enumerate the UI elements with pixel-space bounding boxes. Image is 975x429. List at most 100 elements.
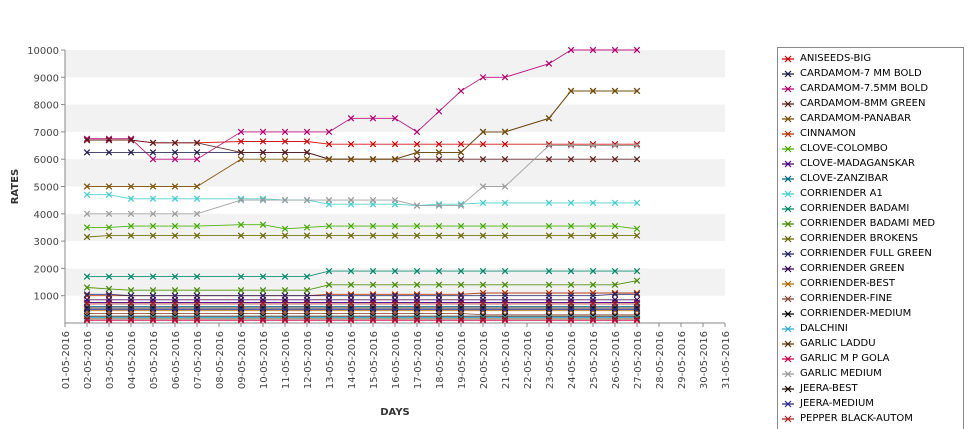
series-corriender-brokens-point [171,232,179,239]
legend-marker-icon [782,70,794,77]
series-garlic-laddu-point [259,315,267,323]
series-corriender-badami-point [281,273,289,280]
x-tick-label: 08-05-2016 [215,331,226,389]
legend-marker-icon [782,250,794,257]
series-clove-colombo-point [325,222,333,230]
x-tick-label: 18-05-2016 [435,331,446,389]
legend-item: CLOVE-ZANZIBAR [778,171,888,186]
series-corriender-badami-point [611,267,619,275]
legend-marker-icon [782,130,794,137]
series-pepper-black-autom-point [325,300,333,308]
series-jeera-medium-point [171,306,179,313]
series-garlic-laddu-point [325,315,333,323]
series-garlic-laddu-point [589,315,597,323]
series-aniseeds-big-point [347,140,355,148]
series-cardamom-8mm-green-point [127,136,135,144]
series-jeera-medium-point [127,306,135,313]
series-jeera-medium-point [83,306,91,313]
x-tick-label: 05-05-2016 [149,331,160,389]
series-cardamom-7-5mm-bold-point [303,128,311,136]
series-cardamom-8mm-green-point [193,139,201,147]
series-garlic-medium-point [457,202,465,209]
series-pepper-black-autom-point [171,300,179,308]
legend-label: JEERA-MEDIUM [800,398,874,409]
series-garlic-m-p-gola-point [457,317,465,324]
series-clove-colombo-point [237,221,245,228]
series-cardamom-panabar-point [369,155,377,163]
series-cardamom-panabar-point [391,155,399,163]
series-garlic-m-p-gola-point [171,317,179,324]
legend-marker-icon [782,115,794,122]
series-cardamom-panabar-point [611,87,619,95]
series-clove-colombo-point [171,222,179,230]
x-tick-label: 04-05-2016 [127,331,138,389]
series-cardamom-8mm-green-point [237,149,245,156]
legend-item: CORRIENDER-BEST [778,276,895,291]
x-tick-label: 31-05-2016 [721,331,732,389]
series-dalchini-point [391,314,399,321]
legend-label: CORRIENDER A1 [800,188,883,199]
series-cardamom-8mm-green-point [303,149,311,156]
series-garlic-m-p-gola-point [435,317,443,324]
x-tick-label: 28-05-2016 [655,331,666,389]
series-corriender-best-point [83,307,91,314]
series-garlic-medium-point [435,202,443,209]
series-aniseeds-big-point [633,140,641,148]
series-corriender-brokens-point [325,232,333,239]
series-cardamom-panabar-point [105,183,113,190]
series-cardamom-7-5mm-bold-point [545,60,553,67]
series-cardamom-7-5mm-bold-point [589,46,597,54]
x-tick-label: 26-05-2016 [611,331,622,389]
series-cardamom-7-5mm-bold-point [413,128,421,136]
series-corriender-badami-med-point [347,281,355,289]
series-garlic-laddu-point [127,315,135,323]
series-cardamom-panabar-point [589,87,597,95]
series-cardamom-panabar-point [281,155,289,163]
series-clove-colombo-point [391,222,399,230]
series-corriender-badami-point [413,267,421,275]
series-corriender-best-point [105,307,113,314]
x-tick-label: 02-05-2016 [83,331,94,389]
legend-item: ANISEEDS-BIG [778,51,871,66]
series-corriender-brokens-point [413,232,421,239]
legend-marker-icon [782,295,794,302]
series-dalchini-point [325,314,333,321]
series-jeera-medium-point [589,306,597,313]
series-jeera-medium-point [633,306,641,313]
series-jeera-medium-point [413,306,421,313]
series-garlic-medium-point [127,210,135,218]
series-cardamom-panabar-point [325,155,333,163]
series-cinnamon-point [347,291,355,298]
series-cardamom-8mm-green-point [501,155,509,163]
series-cardamom-panabar-point [127,183,135,190]
series-corriender-best-point [259,307,267,314]
series-dalchini-point [501,314,509,321]
series-pepper-black-autom-point [83,300,91,308]
legend-marker-icon [782,355,794,362]
series-corriender-best-point [127,307,135,314]
series-corriender-badami-point [105,273,113,280]
series-aniseeds-big-point [303,138,311,145]
series-garlic-laddu-point [633,315,641,323]
legend-label: GARLIC M P GOLA [800,353,890,364]
series-garlic-laddu-point [281,315,289,323]
series-cinnamon-point [457,291,465,298]
series-garlic-medium-point [391,196,399,204]
series-cardamom-7-5mm-bold-point [479,74,487,81]
series-cardamom-7-5mm-bold-point [325,128,333,136]
series-clove-colombo-point [457,222,465,230]
series-corriender-badami-point [501,267,509,275]
series-corriender-badami-med-point [105,285,113,293]
legend-marker-icon [782,235,794,242]
legend-item: CARDAMOM-7.5MM BOLD [778,81,928,96]
series-cinnamon-point [413,291,421,298]
series-cardamom-8mm-green-point [589,155,597,163]
series-cardamom-8mm-green-point [171,139,179,147]
series-cinnamon-point [633,289,641,297]
legend-item: CORRIENDER GREEN [778,261,904,276]
series-garlic-medium-point [83,210,91,218]
x-tick-label: 15-05-2016 [369,331,380,389]
series-cinnamon-point [501,289,509,297]
series-corriender-a1-point [633,199,641,207]
series-garlic-laddu-point [171,315,179,323]
